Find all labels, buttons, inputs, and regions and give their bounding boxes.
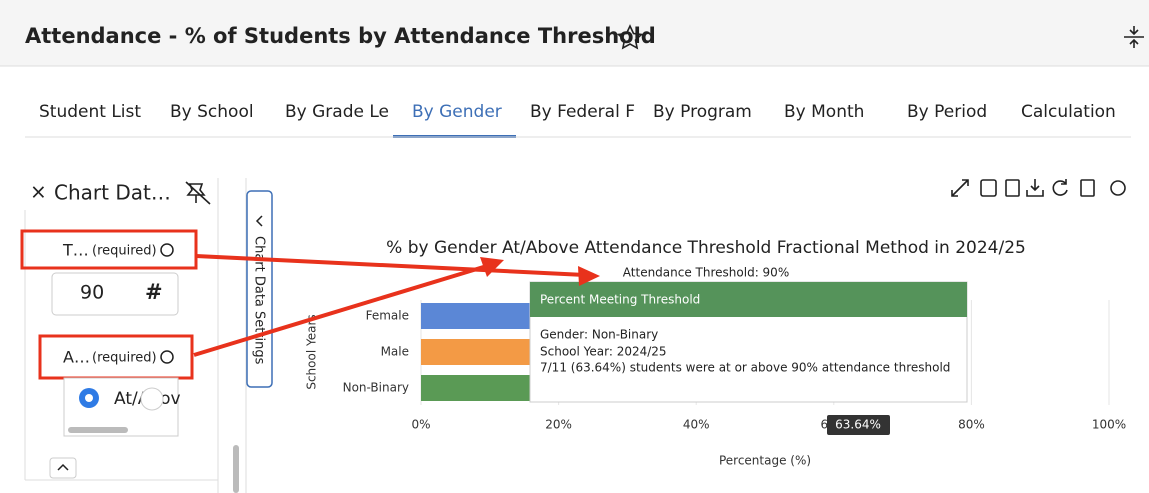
panel-title: Chart Dat… <box>54 181 171 205</box>
tooltip: Percent Meeting Threshold Gender: Non-Bi… <box>529 281 968 403</box>
download-icon[interactable] <box>1026 179 1044 197</box>
field-label: A… <box>63 348 90 367</box>
tab[interactable]: By Period <box>907 102 987 122</box>
tab[interactable]: By Program <box>653 102 752 122</box>
x-tick-label: 40% <box>683 418 710 432</box>
tab[interactable]: By Grade Le <box>285 102 389 122</box>
collapse-icon[interactable] <box>1124 26 1144 48</box>
excel-icon[interactable] <box>1005 179 1020 197</box>
field-note: (required) <box>92 351 157 366</box>
tooltip-header <box>530 282 967 317</box>
header-bar <box>0 0 1149 66</box>
tab-bar: Student List By School By Grade Le By Gende… <box>39 102 1116 138</box>
annotation-arrows <box>193 254 600 357</box>
y-tick-label: Female <box>366 309 409 323</box>
tab[interactable]: By Federal F <box>530 102 635 122</box>
close-icon[interactable]: × <box>30 180 47 204</box>
scrollbar[interactable] <box>233 445 239 493</box>
field-label: T… <box>62 241 89 260</box>
crosshair-label-box <box>827 415 890 435</box>
settings-icon[interactable] <box>1110 180 1126 196</box>
page-title: Attendance - % of Students by Attendance… <box>25 24 656 48</box>
chart-subtitle: Attendance Threshold: 90% <box>623 266 789 280</box>
input-box[interactable] <box>51 272 179 316</box>
tooltip-line: 7/11 (63.64%) students were at or above … <box>540 361 950 375</box>
field-note: (required) <box>92 244 157 259</box>
y-tick-label: Non-Binary <box>343 381 409 395</box>
pin-icon[interactable] <box>185 181 211 205</box>
expand-button[interactable] <box>49 457 77 479</box>
tooltip-line: School Year: 2024/25 <box>540 345 667 359</box>
chart-title: % by Gender At/Above Attendance Threshol… <box>386 238 1026 258</box>
pdf-icon[interactable] <box>1080 179 1095 197</box>
y-axis-label: School Years <box>305 314 319 389</box>
tooltip-line: Gender: Non-Binary <box>540 328 658 342</box>
x-tick-label: 100% <box>1092 418 1126 432</box>
tab[interactable]: By School <box>170 102 254 122</box>
highlight-box <box>20 229 198 270</box>
x-axis-label: Percentage (%) <box>719 454 811 468</box>
y-tick-label: Male <box>381 345 409 359</box>
vertical-tab-label: Chart Data Settings <box>252 236 267 365</box>
x-tick-label: 0% <box>411 418 430 432</box>
x-tick-label: 80% <box>958 418 985 432</box>
input-unit: # <box>145 280 163 304</box>
x-tick-label: 20% <box>545 418 572 432</box>
settings-icon[interactable] <box>160 350 174 364</box>
tab[interactable]: Calculation <box>1021 102 1116 122</box>
chart-toolbar <box>951 179 1126 197</box>
tab[interactable]: Student List <box>39 102 141 122</box>
tab[interactable]: By Month <box>784 102 864 122</box>
tooltip-title: Percent Meeting Threshold <box>540 293 700 307</box>
fullscreen-icon[interactable] <box>951 179 969 197</box>
refresh-icon[interactable] <box>1052 179 1068 196</box>
settings-icon[interactable] <box>160 243 174 257</box>
favorite-star[interactable] <box>616 24 644 50</box>
crosshair-label: 63.64% <box>835 418 881 432</box>
save-icon[interactable] <box>980 179 997 197</box>
tab[interactable]: By Gender <box>412 102 502 122</box>
input-value: 90 <box>80 282 104 304</box>
